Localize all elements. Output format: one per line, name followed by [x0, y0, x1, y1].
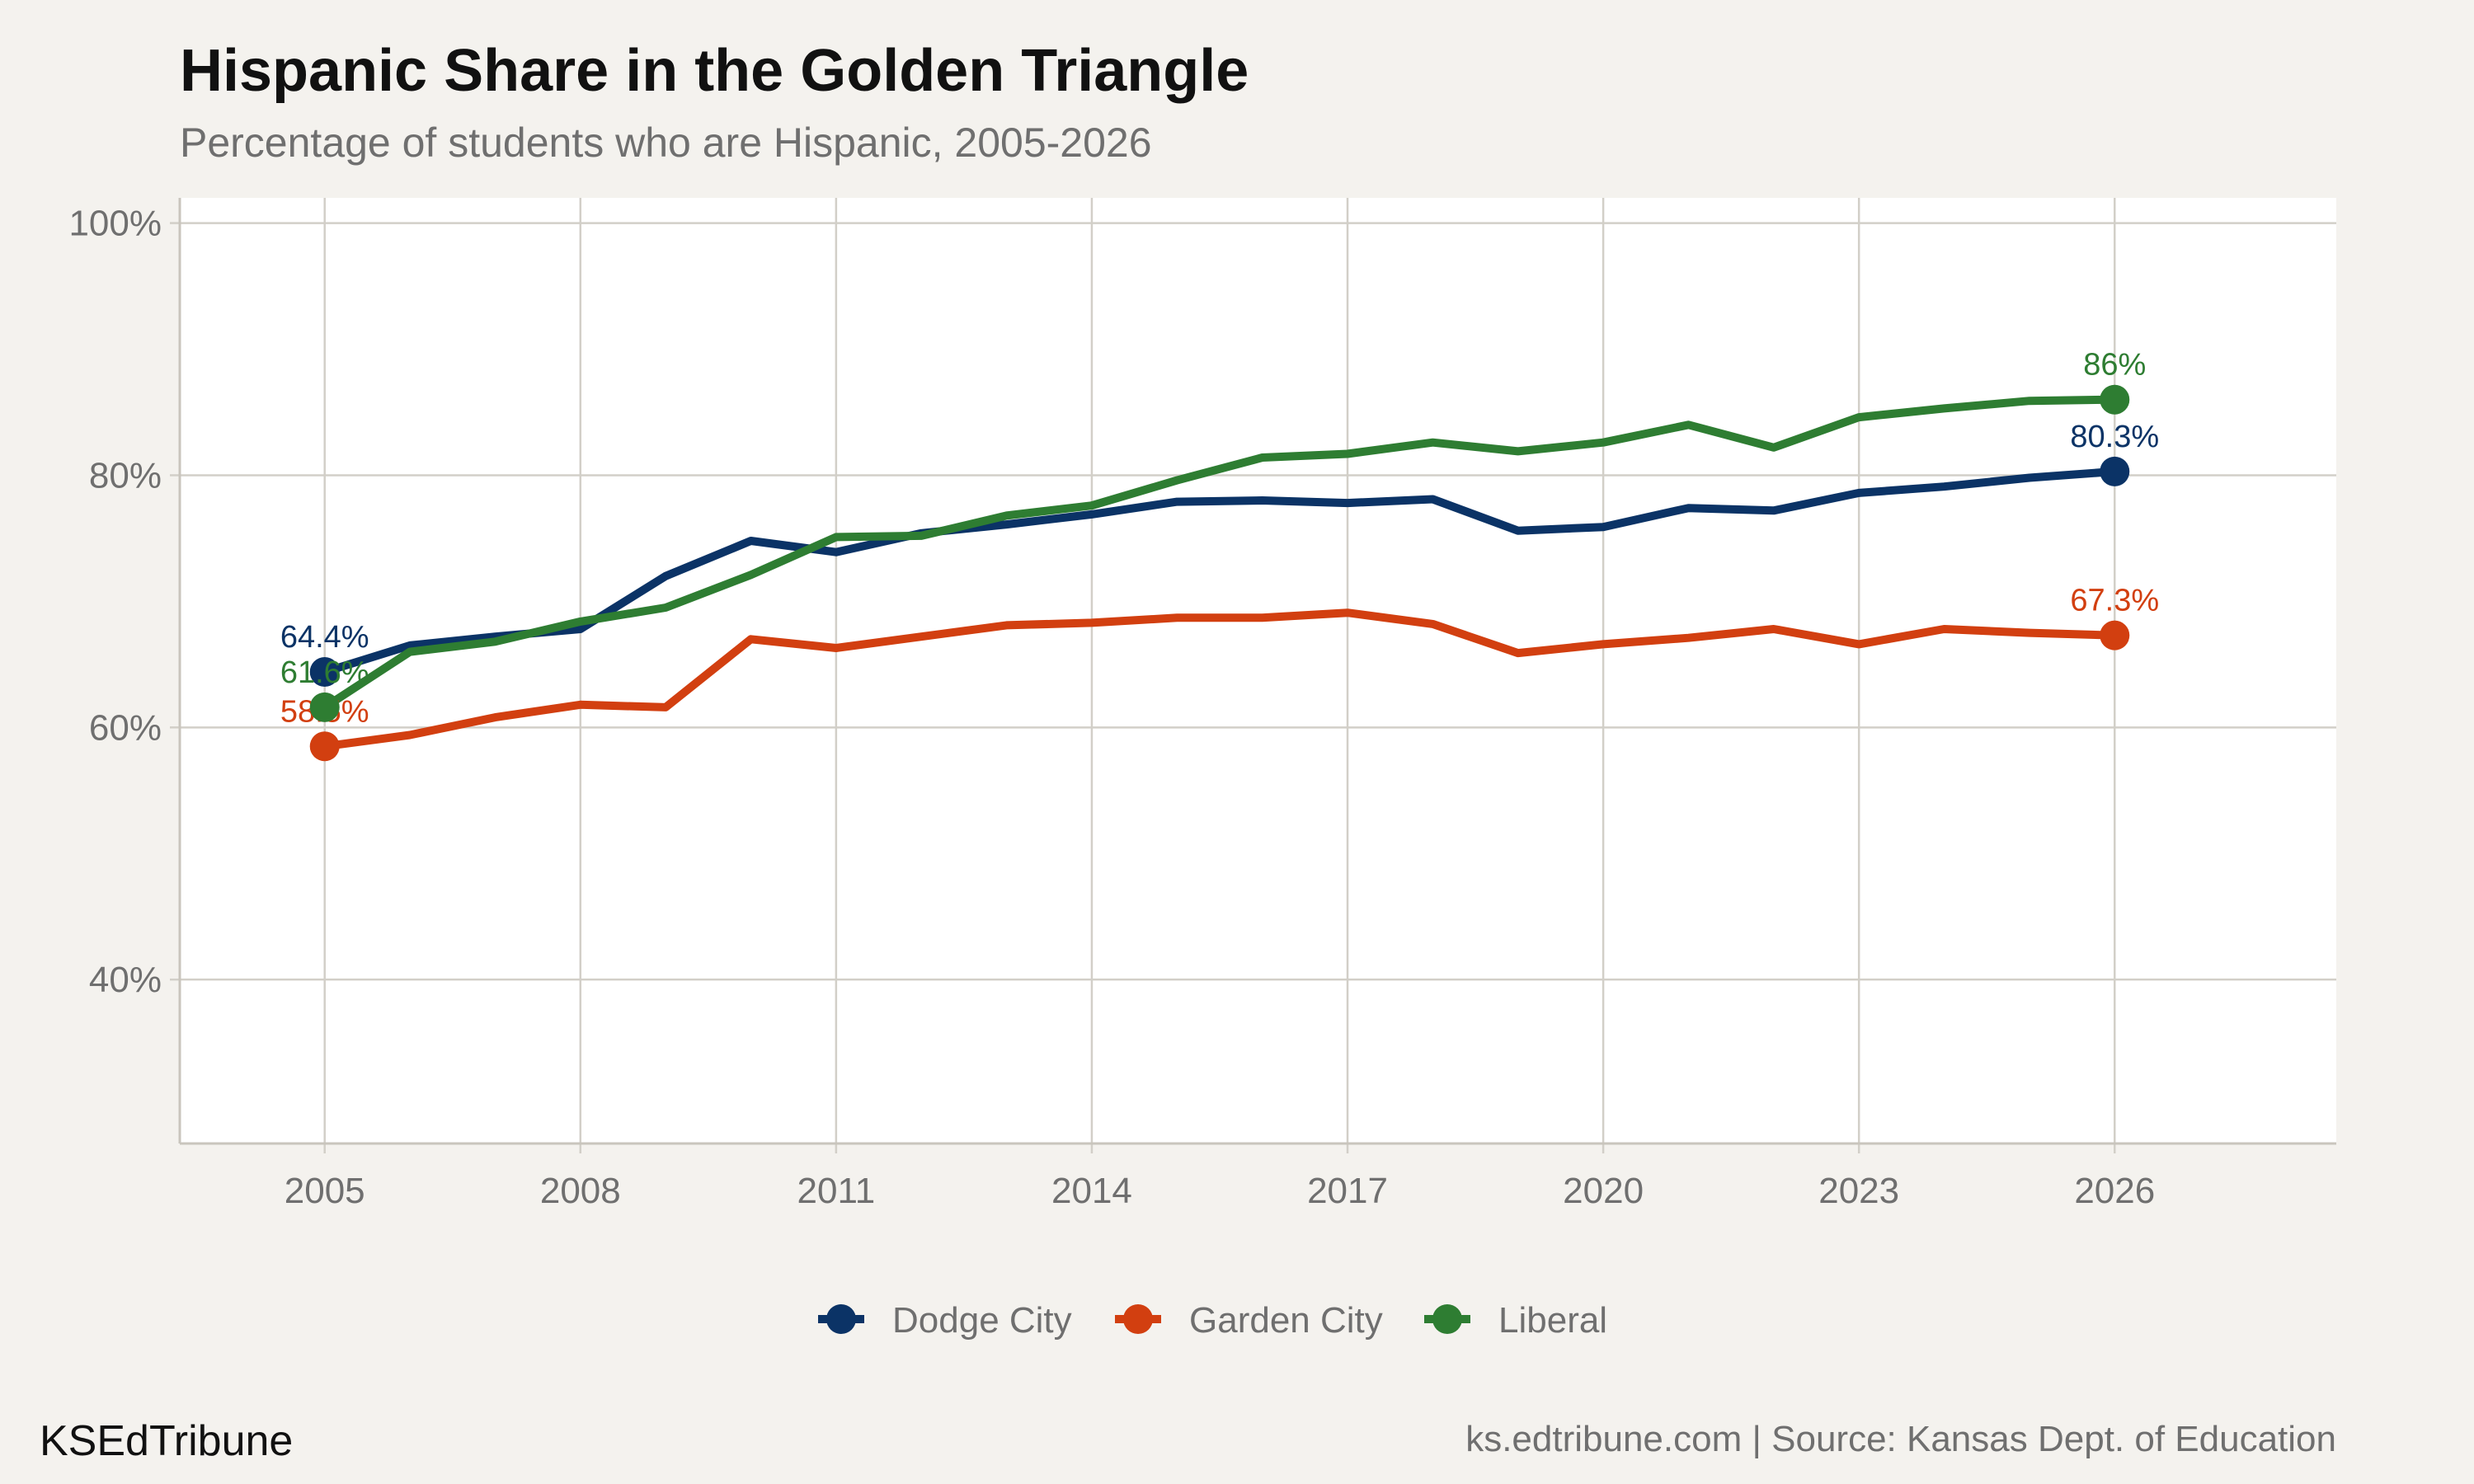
series-line [320, 467, 2119, 676]
chart-title: Hispanic Share in the Golden Triangle [180, 38, 1249, 104]
series-line [320, 608, 2119, 751]
x-tick-label: 2023 [1818, 1171, 1899, 1211]
chart-subtitle: Percentage of students who are Hispanic,… [180, 120, 1152, 166]
x-tick-label: 2008 [540, 1171, 621, 1211]
x-tick-label: 2020 [1563, 1171, 1644, 1211]
series-start-point [309, 731, 340, 762]
legend: Dodge City Garden City Liberal [818, 1300, 1607, 1341]
y-tick-label: 100% [68, 204, 162, 244]
brand-name: KSEdTribune [40, 1417, 293, 1465]
legend-key-dot [1432, 1304, 1462, 1334]
data-labels: 64.4%80.3%58.5%67.3%61.6%86% [280, 348, 2159, 762]
y-tick-label: 80% [89, 455, 162, 495]
x-tick-label: 2005 [285, 1171, 365, 1211]
source-caption: ks.edtribune.com | Source: Kansas Dept. … [1465, 1419, 2336, 1459]
legend-key-dot [1123, 1304, 1153, 1334]
end-value-label: 67.3% [2070, 584, 2159, 618]
series-end-point [2100, 384, 2130, 415]
plot-panel [180, 198, 2336, 1144]
series-start-point [309, 692, 340, 722]
series-end-point [2100, 620, 2130, 650]
series-start-point [309, 657, 340, 688]
axes: 40% 60% 80% 100% 2005 2008 2011 2014 2017 2020 202… [68, 198, 2336, 1211]
legend-key-dot [826, 1304, 856, 1334]
series-end-point [2100, 456, 2130, 486]
legend-label: Garden City [1189, 1300, 1383, 1341]
series-lines [320, 395, 2119, 751]
x-tick-label: 2026 [2074, 1171, 2155, 1211]
end-value-label: 80.3% [2070, 420, 2159, 454]
start-value-label: 61.6% [280, 655, 369, 690]
x-tick-label: 2017 [1307, 1171, 1388, 1211]
legend-label: Dodge City [892, 1300, 1072, 1341]
legend-label: Liberal [1498, 1300, 1607, 1341]
end-value-label: 86% [2083, 348, 2146, 383]
y-tick-label: 40% [89, 960, 162, 1000]
start-value-label: 64.4% [280, 620, 369, 655]
x-tick-label: 2014 [1051, 1171, 1132, 1211]
series-line [320, 395, 2119, 711]
y-tick-label: 60% [89, 707, 162, 748]
x-tick-label: 2011 [797, 1171, 876, 1211]
